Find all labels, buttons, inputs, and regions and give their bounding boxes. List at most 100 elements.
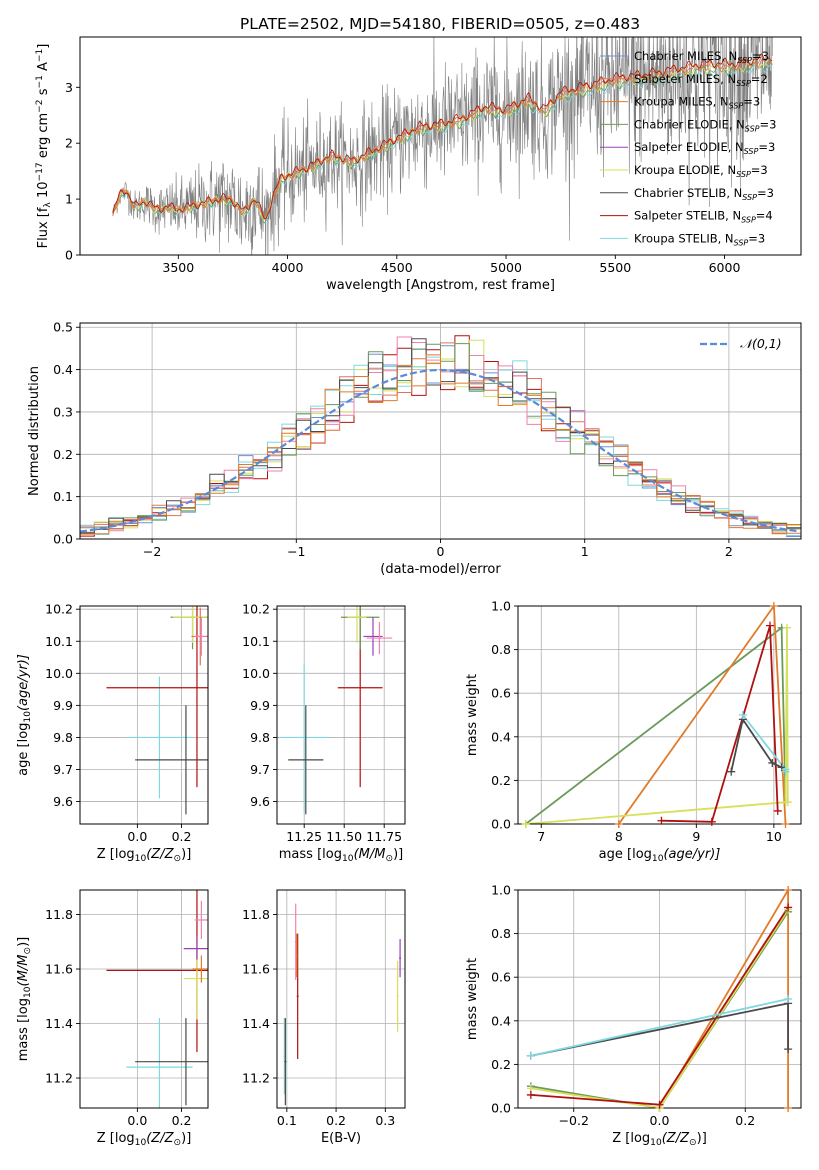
x-tick-label: −0.2 — [559, 1113, 589, 1128]
y-tick-label: 9.9 — [250, 698, 270, 713]
y-tick-label: 11.2 — [242, 1071, 270, 1086]
weight-marker — [765, 621, 774, 630]
y-tick-label: 11.6 — [242, 962, 270, 977]
axes-frame — [79, 36, 802, 256]
y-tick-label: 0.2 — [53, 447, 73, 462]
y-tick-label: 0.3 — [53, 404, 73, 419]
x-axis-label: mass [log10(M/M⊙)] — [279, 847, 403, 864]
weight-line-kroupa_miles — [618, 606, 787, 824]
weight-marker — [781, 767, 790, 776]
y-tick-label: 0.6 — [491, 970, 511, 985]
y-axis-label: age [log10(age/yr)] — [16, 654, 33, 776]
weight-marker — [655, 1100, 664, 1109]
legend-label: Kroupa ELODIE, NSSP=3 — [634, 163, 768, 179]
x-tick-label: 5500 — [599, 260, 631, 275]
x-tick-label: 0.3 — [375, 1113, 395, 1128]
axes-frame — [517, 605, 802, 825]
x-tick-label: 0.1 — [277, 1113, 297, 1128]
axes-frame — [79, 889, 209, 1109]
weight-marker — [781, 820, 790, 828]
axes-frame — [79, 605, 209, 825]
weight-marker — [783, 623, 792, 632]
y-tick-label: 0 — [65, 248, 73, 263]
y-tick-label: 10.2 — [242, 602, 270, 617]
plot-layer: 3500 4000 4500 5000 5500 6000 0 1 2 3 wavelength [… — [16, 36, 802, 1148]
x-axis-label: Z [log10(Z/Z⊙)] — [97, 1131, 192, 1148]
y-tick-label: 1 — [65, 192, 73, 207]
y-tick-label: 9.7 — [53, 762, 73, 777]
y-tick-label: 11.2 — [45, 1071, 73, 1086]
legend-label: Salpeter ELODIE, NSSP=3 — [634, 140, 775, 156]
x-tick-label: 11.25 — [286, 829, 322, 844]
y-tick-label: 0.0 — [53, 532, 73, 547]
x-tick-label: 0.2 — [735, 1113, 755, 1128]
weight-marker — [784, 886, 793, 894]
x-tick-label: 0.2 — [326, 1113, 346, 1128]
weight-marker — [784, 903, 793, 912]
y-tick-label: 11.4 — [45, 1016, 73, 1031]
weight-marker — [768, 758, 777, 767]
x-tick-label: −2 — [143, 544, 161, 559]
x-tick-label: 2 — [725, 544, 733, 559]
legend-label: Salpeter STELIB, NSSP=4 — [634, 209, 773, 225]
y-tick-label: 0.1 — [53, 489, 73, 504]
x-axis-label: wavelength [Angstrom, rest frame] — [326, 278, 555, 293]
y-tick-label: 0.0 — [491, 817, 511, 832]
y-tick-label: 10.1 — [242, 634, 270, 649]
weight-marker — [521, 820, 530, 828]
axes-frame — [276, 889, 406, 1109]
y-axis-label: Flux [fλ 10−17 erg cm−2 s−1 A−1] — [35, 44, 53, 249]
legend-label: Kroupa MILES, NSSP=3 — [634, 95, 760, 111]
legend-label: Chabrier MILES, NSSP=3 — [634, 49, 769, 65]
y-tick-label: 9.8 — [53, 730, 73, 745]
x-axis-label: E(B-V) — [321, 1131, 361, 1146]
x-tick-label: 10 — [766, 829, 782, 844]
x-axis-label: Z [log10(Z/Z⊙)] — [97, 847, 192, 864]
x-tick-label: 1 — [581, 544, 589, 559]
y-tick-label: 11.8 — [45, 907, 73, 922]
plot-area-mass_vs_ebv — [283, 903, 402, 1106]
y-tick-label: 0.5 — [53, 320, 73, 335]
plot-area-age_vs_Z — [106, 606, 208, 815]
legend-label: Chabrier STELIB, NSSP=3 — [634, 186, 774, 202]
axes-age_vs_Z: 0.0 0.2 9.6 9.7 9.8 9.9 10.0 10.1 10.2 Z [log10(Z… — [16, 602, 209, 864]
weight-line-kroupa_stelib — [530, 998, 789, 1057]
y-tick-label: 0.4 — [491, 1013, 511, 1028]
weight-line-kroupa_stelib — [742, 714, 787, 772]
weight-marker — [727, 767, 736, 776]
weight-line-kroupa_elodie — [530, 909, 789, 1108]
weight-marker — [526, 1090, 535, 1099]
x-tick-label: 6000 — [709, 260, 741, 275]
y-tick-label: 0.2 — [491, 1057, 511, 1072]
weight-line-chabrier_stelib — [730, 717, 782, 772]
axes-mass_vs_Z: 0.0 0.2 11.2 11.4 11.6 11.8 Z [log10(Z/Z⊙)] mas… — [16, 889, 209, 1148]
spectrum-data-line — [112, 37, 773, 255]
legend-label: 𝒩(0,1) — [740, 336, 782, 351]
y-tick-label: 9.7 — [250, 762, 270, 777]
weight-marker — [784, 995, 793, 1003]
weight-marker — [738, 711, 747, 719]
x-axis-label: age [log10(age/yr)] — [599, 847, 721, 864]
weight-line-kroupa_elodie — [525, 627, 789, 824]
y-tick-label: 0.8 — [491, 926, 511, 941]
x-tick-label: 7 — [537, 829, 545, 844]
y-tick-label: 11.8 — [242, 907, 270, 922]
x-tick-label: 4000 — [272, 260, 304, 275]
axes-weight_vs_age: 7 8 9 10 0.0 0.2 0.4 0.6 0.8 1.0 age [log10(age/yr… — [465, 599, 802, 864]
y-tick-label: 0.8 — [491, 642, 511, 657]
y-tick-label: 11.4 — [242, 1016, 270, 1031]
y-tick-label: 11.6 — [45, 962, 73, 977]
y-axis-label: mass weight — [465, 674, 480, 756]
axes-residuals: −2 −1 0 1 2 0.0 0.1 0.2 0.3 0.4 0.5 (data-model)/er… — [27, 320, 802, 577]
x-tick-label: 0.0 — [127, 829, 147, 844]
weight-marker — [783, 798, 792, 807]
y-tick-label: 10.2 — [45, 602, 73, 617]
y-tick-label: 9.6 — [53, 794, 73, 809]
weight-marker — [526, 1051, 535, 1060]
spectrum-legend: Chabrier MILES, NSSP=3 Salpeter MILES, NS… — [600, 49, 776, 247]
y-tick-label: 9.9 — [53, 698, 73, 713]
histogram-kroupa_miles — [80, 354, 801, 539]
weight-marker — [657, 816, 666, 825]
y-tick-label: 9.6 — [250, 794, 270, 809]
